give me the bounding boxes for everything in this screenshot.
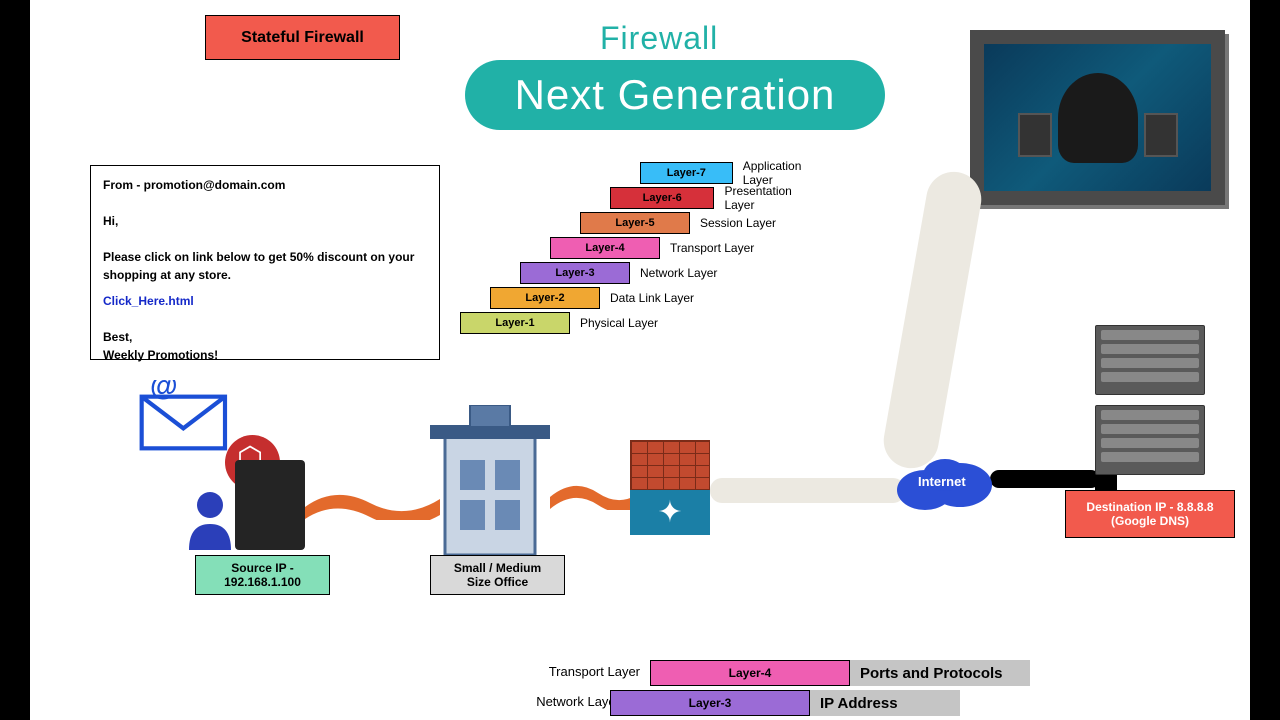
internet-cable xyxy=(990,470,1100,488)
internet-label: Internet xyxy=(918,474,966,489)
osi-stack: Layer-7 Application Layer Layer-6 Presentat… xyxy=(460,160,820,335)
office-label-box: Small / MediumSize Office xyxy=(430,555,565,595)
flow-arrow-1 xyxy=(305,485,440,520)
osi-layer-name: Data Link Layer xyxy=(610,291,694,305)
osi-bar: Layer-7 xyxy=(640,162,733,184)
bottom-layer-label: Transport Layer xyxy=(540,664,640,679)
osi-layer-name: Physical Layer xyxy=(580,316,658,330)
bottom-layer-bar: Layer-4 xyxy=(650,660,850,686)
osi-row-layer-2: Layer-2 Data Link Layer xyxy=(460,285,820,310)
bottom-layer-label: Network Layer xyxy=(520,694,620,709)
bottom-layer-bar: Layer-3 xyxy=(610,690,810,716)
title-firewall-word: Firewall xyxy=(600,20,718,57)
email-link[interactable]: Click_Here.html xyxy=(103,292,427,310)
email-sign1: Best, xyxy=(103,328,427,346)
osi-row-layer-7: Layer-7 Application Layer xyxy=(460,160,820,185)
osi-row-layer-1: Layer-1 Physical Layer xyxy=(460,310,820,335)
hacker-picture-frame xyxy=(970,30,1225,205)
email-body: Please click on link below to get 50% di… xyxy=(103,248,427,284)
office-building-icon xyxy=(430,405,550,555)
osi-layer-name: Transport Layer xyxy=(670,241,754,255)
osi-row-layer-4: Layer-4 Transport Layer xyxy=(460,235,820,260)
osi-bar: Layer-3 xyxy=(520,262,630,284)
osi-bar: Layer-2 xyxy=(490,287,600,309)
osi-row-layer-6: Layer-6 Presentation Layer xyxy=(460,185,820,210)
osi-layer-name: Application Layer xyxy=(743,159,820,187)
osi-layer-name: Network Layer xyxy=(640,266,717,280)
osi-bar: Layer-6 xyxy=(610,187,714,209)
osi-row-layer-5: Layer-5 Session Layer xyxy=(460,210,820,235)
osi-layer-name: Session Layer xyxy=(700,216,776,230)
hacker-icon xyxy=(1058,73,1138,163)
source-ip-box: Source IP -192.168.1.100 xyxy=(195,555,330,595)
email-sign2: Weekly Promotions! xyxy=(103,346,427,364)
osi-row-layer-3: Layer-3 Network Layer xyxy=(460,260,820,285)
pc-icon xyxy=(235,460,305,550)
server-icon-2 xyxy=(1095,405,1205,475)
title-next-generation: Next Generation xyxy=(465,60,885,130)
user-icon xyxy=(185,490,235,550)
email-greeting: Hi, xyxy=(103,212,427,230)
stateful-firewall-badge: Stateful Firewall xyxy=(205,15,400,60)
firewall-appliance-icon: ✦ xyxy=(630,440,710,535)
destination-ip-box: Destination IP - 8.8.8.8(Google DNS) xyxy=(1065,490,1235,538)
osi-layer-name: Presentation Layer xyxy=(724,184,820,212)
osi-bar: Layer-1 xyxy=(460,312,570,334)
osi-bar: Layer-4 xyxy=(550,237,660,259)
mail-icon: @ xyxy=(130,380,240,455)
flow-to-hacker xyxy=(879,168,985,473)
email-from: From - promotion@domain.com xyxy=(103,176,427,194)
svg-text:@: @ xyxy=(150,380,178,402)
osi-bar: Layer-5 xyxy=(580,212,690,234)
flow-to-internet xyxy=(710,478,905,503)
bottom-layer-desc: Ports and Protocols xyxy=(850,660,1030,686)
phishing-email-box: From - promotion@domain.com Hi, Please c… xyxy=(90,165,440,360)
server-icon-1 xyxy=(1095,325,1205,395)
bottom-layer-desc: IP Address xyxy=(810,690,960,716)
